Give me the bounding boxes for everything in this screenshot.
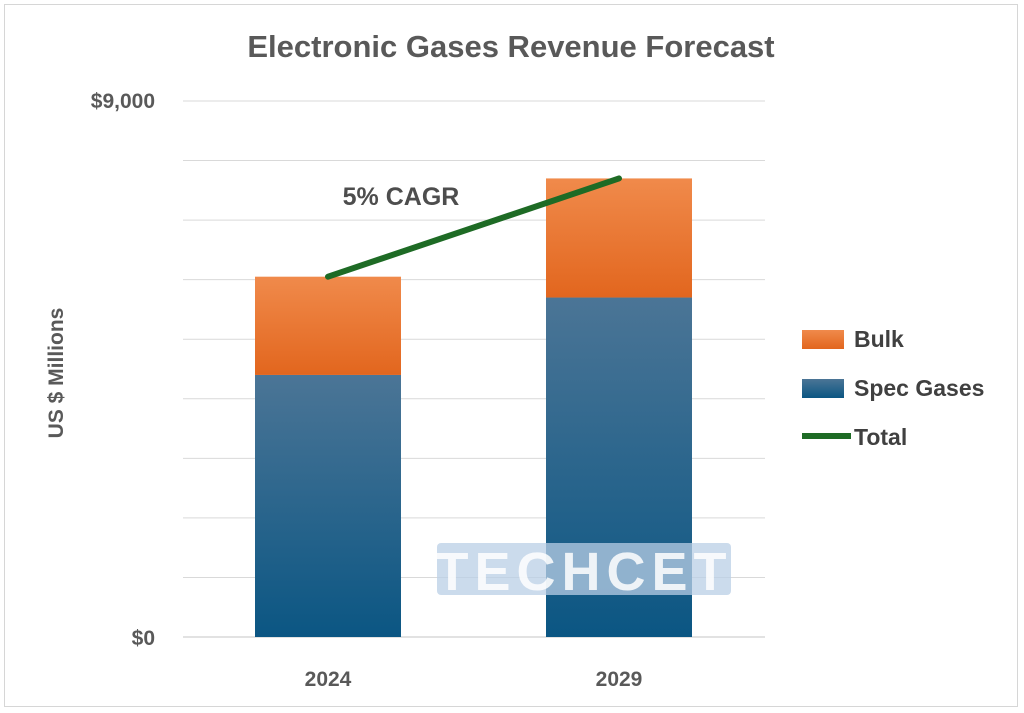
bars bbox=[255, 178, 692, 637]
watermark-band bbox=[437, 543, 731, 595]
bar-bulk-2029 bbox=[546, 178, 692, 298]
legend-label-bulk: Bulk bbox=[854, 326, 904, 352]
cagr-annotation: 5% CAGR bbox=[343, 183, 460, 211]
x-tick-label-2024: 2024 bbox=[305, 668, 352, 691]
y-tick-label-max: $9,000 bbox=[91, 90, 155, 113]
y-tick-label-min: $0 bbox=[132, 627, 155, 650]
legend-swatch-bulk bbox=[802, 330, 844, 349]
legend: Bulk Spec Gases Total bbox=[802, 326, 984, 450]
watermark-text: TECHCET bbox=[436, 542, 733, 602]
chart-frame: Electronic Gases Revenue Forecast $9,000… bbox=[4, 4, 1018, 707]
bar-bulk-2024 bbox=[255, 276, 401, 375]
legend-label-spec-gases: Spec Gases bbox=[854, 375, 984, 401]
bar-spec-gases-2024 bbox=[255, 374, 401, 637]
chart-title: Electronic Gases Revenue Forecast bbox=[247, 29, 774, 64]
revenue-forecast-chart: Electronic Gases Revenue Forecast $9,000… bbox=[45, 29, 984, 691]
y-axis-label: US $ Millions bbox=[45, 308, 68, 439]
legend-label-total: Total bbox=[854, 424, 907, 450]
x-tick-label-2029: 2029 bbox=[596, 668, 643, 691]
total-line bbox=[325, 175, 622, 280]
legend-swatch-spec-gases bbox=[802, 379, 844, 398]
